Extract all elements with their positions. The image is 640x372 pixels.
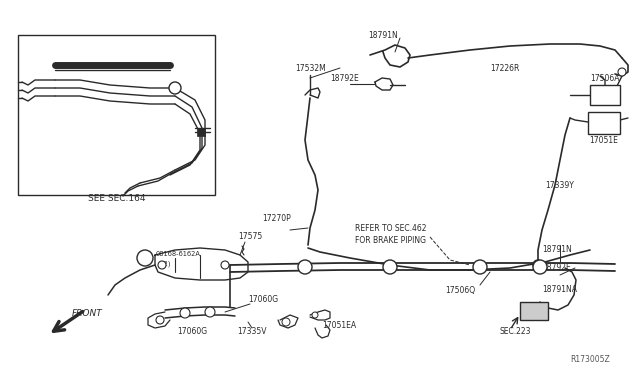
Text: 18792E: 18792E xyxy=(542,263,571,273)
Circle shape xyxy=(282,318,290,326)
Circle shape xyxy=(169,82,181,94)
Text: FOR BRAKE PIPING: FOR BRAKE PIPING xyxy=(355,235,426,244)
Text: 18791NA: 18791NA xyxy=(542,285,577,295)
Circle shape xyxy=(298,260,312,274)
Circle shape xyxy=(137,250,153,266)
Circle shape xyxy=(221,261,229,269)
Text: 17575: 17575 xyxy=(238,231,262,241)
Text: SEE SEC.164: SEE SEC.164 xyxy=(88,193,146,202)
Circle shape xyxy=(312,312,318,318)
Text: 17532M: 17532M xyxy=(295,64,326,73)
Text: (2): (2) xyxy=(161,261,170,267)
Text: R173005Z: R173005Z xyxy=(570,356,610,365)
Text: 17339Y: 17339Y xyxy=(545,180,574,189)
Text: 18791N: 18791N xyxy=(368,31,397,39)
Circle shape xyxy=(205,307,215,317)
Text: 17226R: 17226R xyxy=(490,64,520,73)
Text: 17060G: 17060G xyxy=(177,327,207,337)
Bar xyxy=(18,35,215,195)
Text: B: B xyxy=(142,255,148,261)
Text: 18791N: 18791N xyxy=(542,246,572,254)
Text: REFER TO SEC.462: REFER TO SEC.462 xyxy=(355,224,426,232)
Bar xyxy=(590,85,620,105)
Text: 17506Q: 17506Q xyxy=(445,285,475,295)
Circle shape xyxy=(156,316,164,324)
Bar xyxy=(588,112,620,134)
Circle shape xyxy=(533,260,547,274)
Text: 08168-6162A: 08168-6162A xyxy=(156,251,201,257)
Text: 17051E: 17051E xyxy=(589,135,618,144)
Text: 17051EA: 17051EA xyxy=(322,321,356,330)
Bar xyxy=(197,128,205,136)
Circle shape xyxy=(383,260,397,274)
Text: 18792E: 18792E xyxy=(330,74,359,83)
Text: 17060G: 17060G xyxy=(248,295,278,305)
Bar xyxy=(520,302,548,320)
Text: SEC.223: SEC.223 xyxy=(500,327,531,337)
Text: 17335V: 17335V xyxy=(237,327,266,337)
Circle shape xyxy=(473,260,487,274)
Text: 17506A: 17506A xyxy=(590,74,620,83)
Circle shape xyxy=(180,308,190,318)
Circle shape xyxy=(533,260,543,270)
Text: FRONT: FRONT xyxy=(72,310,103,318)
Text: 17270P: 17270P xyxy=(262,214,291,222)
Circle shape xyxy=(158,261,166,269)
Circle shape xyxy=(618,68,626,76)
